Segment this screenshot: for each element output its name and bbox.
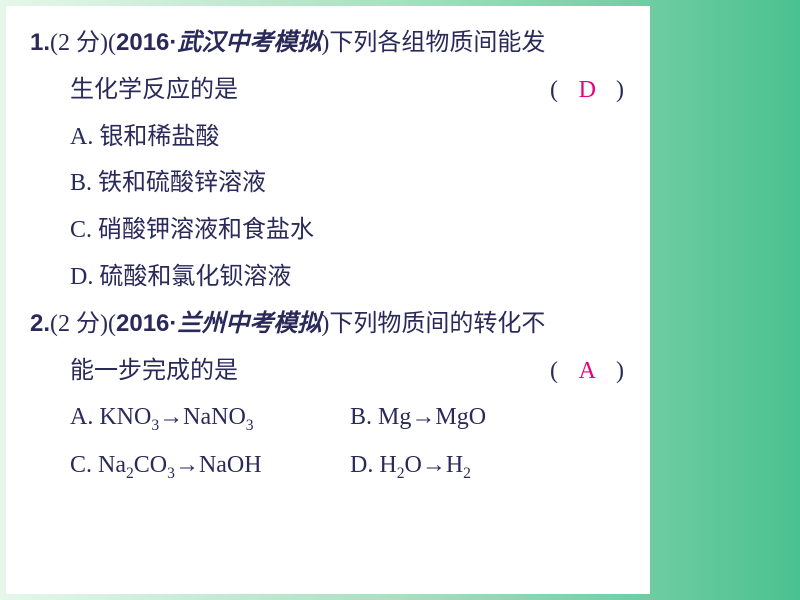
q1-option-a: A. 银和稀盐酸 xyxy=(30,114,630,161)
q1-line2: 生化学反应的是 ( D ) xyxy=(30,67,630,114)
q2-source-year: 2016· xyxy=(116,310,177,337)
q1-stem-part2: 生化学反应的是 xyxy=(70,77,238,103)
q2-option-d: D. H2O→H2 xyxy=(350,442,630,489)
q2-option-b: B. Mg→MgO xyxy=(350,394,630,441)
q2-stem-part2: 能一步完成的是 xyxy=(70,358,238,384)
q2-source-name: 兰州中考模拟 xyxy=(177,311,321,337)
q1-source-open: ( xyxy=(108,30,116,56)
q2-optA-label: A. xyxy=(70,404,99,430)
q2-paren-right: ) xyxy=(616,348,624,395)
q2-stem-part1: 下列物质间的转化不 xyxy=(329,311,545,337)
q1-paren-right: ) xyxy=(616,67,624,114)
q2-optC-label: C. xyxy=(70,452,98,478)
q2-line1: 2.(2 分)(2016·兰州中考模拟)下列物质间的转化不 xyxy=(30,301,630,348)
q2-line2: 能一步完成的是 ( A ) xyxy=(30,348,630,395)
q1-source-name: 武汉中考模拟 xyxy=(177,30,321,56)
q2-points: (2 分) xyxy=(50,311,108,337)
q1-line1: 1.(2 分)(2016·武汉中考模拟)下列各组物质间能发 xyxy=(30,20,630,67)
q2-paren-left: ( xyxy=(550,348,558,395)
q1-number: 1. xyxy=(30,29,50,56)
q1-option-d: D. 硫酸和氯化钡溶液 xyxy=(30,254,630,301)
q2-optC-formula: Na2CO3→NaOH xyxy=(98,452,262,478)
q1-option-b: B. 铁和硫酸锌溶液 xyxy=(30,160,630,207)
q2-source-open: ( xyxy=(108,311,116,337)
q2-options-row2: C. Na2CO3→NaOH D. H2O→H2 xyxy=(30,442,630,489)
q2-option-a: A. KNO3→NaNO3 xyxy=(70,394,350,441)
q2-optB-formula: Mg→MgO xyxy=(378,404,486,430)
q2-answer: A xyxy=(579,348,596,395)
q2-options-row1: A. KNO3→NaNO3 B. Mg→MgO xyxy=(30,394,630,441)
q1-points: (2 分) xyxy=(50,30,108,56)
q2-optA-formula: KNO3→NaNO3 xyxy=(99,404,253,430)
q1-source-year: 2016· xyxy=(116,29,177,56)
q2-optD-label: D. xyxy=(350,452,379,478)
q2-optB-label: B. xyxy=(350,404,378,430)
q1-option-c: C. 硝酸钾溶液和食盐水 xyxy=(30,207,630,254)
worksheet-page: 1.(2 分)(2016·武汉中考模拟)下列各组物质间能发 生化学反应的是 ( … xyxy=(6,6,650,594)
q1-paren-left: ( xyxy=(550,67,558,114)
q2-number: 2. xyxy=(30,310,50,337)
q1-answer: D xyxy=(579,67,596,114)
q2-option-c: C. Na2CO3→NaOH xyxy=(70,442,350,489)
q2-optD-formula: H2O→H2 xyxy=(379,452,471,478)
q1-stem-part1: 下列各组物质间能发 xyxy=(329,30,545,56)
